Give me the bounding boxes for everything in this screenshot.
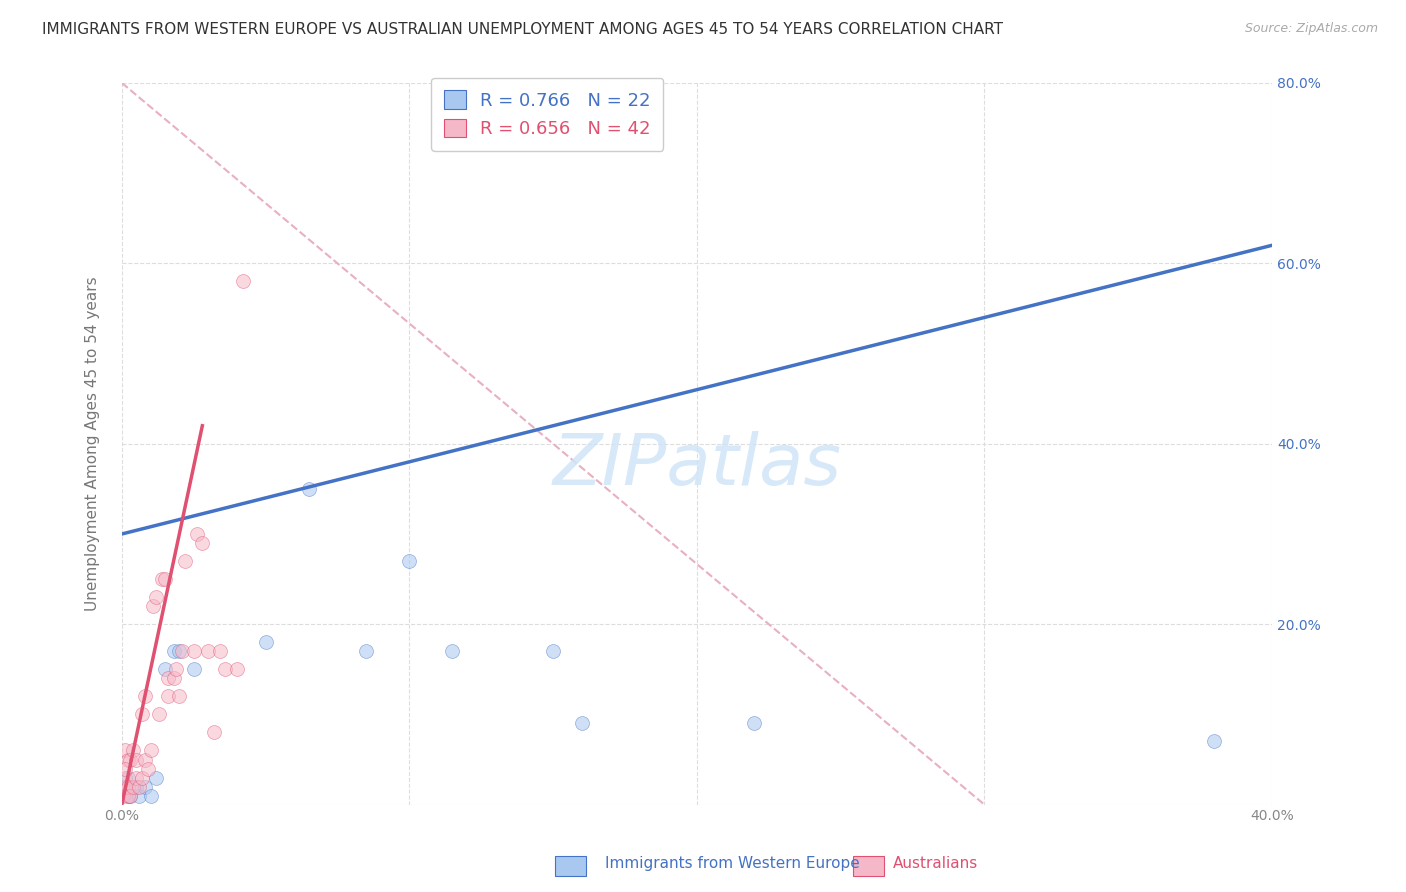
Point bbox=[145, 590, 167, 604]
Point bbox=[117, 771, 139, 785]
Point bbox=[174, 554, 197, 568]
Point bbox=[214, 662, 236, 676]
Point bbox=[153, 572, 176, 586]
Point bbox=[148, 707, 170, 722]
Point bbox=[122, 780, 145, 794]
Point bbox=[162, 644, 184, 658]
Point bbox=[114, 762, 136, 776]
Point bbox=[131, 707, 153, 722]
Point bbox=[298, 482, 321, 496]
Point bbox=[571, 716, 593, 731]
Point bbox=[225, 662, 247, 676]
Point bbox=[125, 771, 148, 785]
Point bbox=[202, 725, 225, 739]
Point bbox=[125, 780, 148, 794]
Point bbox=[139, 789, 162, 803]
Point bbox=[398, 554, 420, 568]
Point bbox=[122, 743, 145, 757]
Point bbox=[142, 599, 165, 614]
Point bbox=[744, 716, 766, 731]
Point bbox=[208, 644, 231, 658]
Point bbox=[120, 752, 142, 766]
Point bbox=[134, 690, 156, 704]
Point bbox=[114, 743, 136, 757]
Point bbox=[441, 644, 464, 658]
Y-axis label: Unemployment Among Ages 45 to 54 years: Unemployment Among Ages 45 to 54 years bbox=[86, 277, 100, 611]
Text: ZIPatlas: ZIPatlas bbox=[553, 431, 841, 500]
Point bbox=[153, 662, 176, 676]
Point bbox=[139, 743, 162, 757]
Point bbox=[232, 274, 254, 288]
Point bbox=[134, 752, 156, 766]
Point bbox=[1204, 734, 1226, 748]
Point bbox=[172, 644, 194, 658]
Text: Australians: Australians bbox=[893, 856, 979, 871]
Point bbox=[156, 690, 179, 704]
Point bbox=[186, 527, 208, 541]
Point bbox=[169, 644, 191, 658]
Point bbox=[114, 780, 136, 794]
Point bbox=[120, 789, 142, 803]
Point bbox=[166, 662, 188, 676]
Point bbox=[128, 789, 150, 803]
Point bbox=[114, 780, 136, 794]
Point bbox=[117, 789, 139, 803]
Text: Immigrants from Western Europe: Immigrants from Western Europe bbox=[605, 856, 859, 871]
Point bbox=[162, 671, 184, 685]
Point bbox=[117, 780, 139, 794]
Point bbox=[183, 662, 205, 676]
Point bbox=[134, 780, 156, 794]
Point bbox=[541, 644, 564, 658]
Point bbox=[125, 752, 148, 766]
Point bbox=[136, 762, 159, 776]
Point bbox=[117, 789, 139, 803]
Point bbox=[254, 635, 277, 649]
Point bbox=[169, 690, 191, 704]
Legend: R = 0.766   N = 22, R = 0.656   N = 42: R = 0.766 N = 22, R = 0.656 N = 42 bbox=[432, 78, 664, 151]
Point bbox=[197, 644, 219, 658]
Point bbox=[117, 752, 139, 766]
Point bbox=[112, 789, 135, 803]
Point bbox=[114, 771, 136, 785]
Text: Source: ZipAtlas.com: Source: ZipAtlas.com bbox=[1244, 22, 1378, 36]
Point bbox=[131, 771, 153, 785]
Point bbox=[354, 644, 377, 658]
Point bbox=[120, 789, 142, 803]
Point bbox=[156, 671, 179, 685]
Point bbox=[191, 536, 214, 550]
Point bbox=[145, 771, 167, 785]
Point bbox=[183, 644, 205, 658]
Point bbox=[128, 780, 150, 794]
Point bbox=[150, 572, 173, 586]
Text: IMMIGRANTS FROM WESTERN EUROPE VS AUSTRALIAN UNEMPLOYMENT AMONG AGES 45 TO 54 YE: IMMIGRANTS FROM WESTERN EUROPE VS AUSTRA… bbox=[42, 22, 1002, 37]
